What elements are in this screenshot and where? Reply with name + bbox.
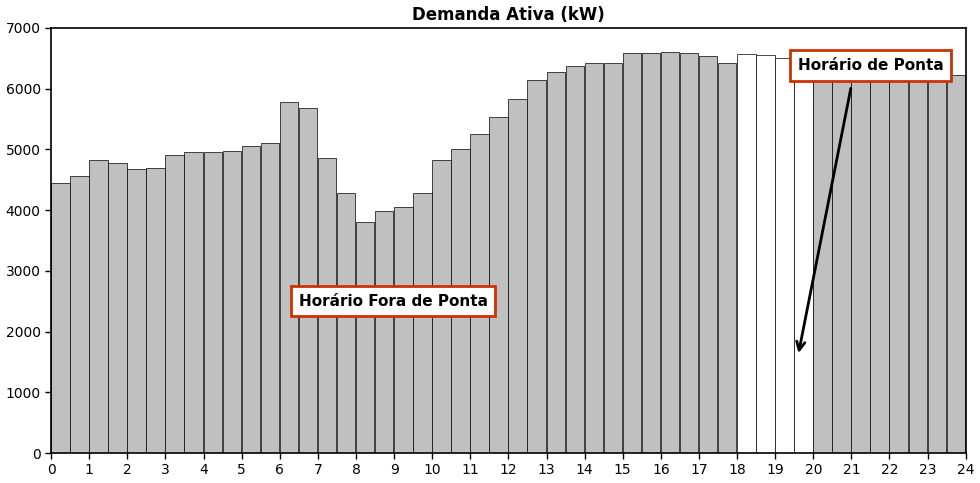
Bar [375,211,394,453]
Bar [794,66,812,453]
Bar [394,207,413,453]
Bar [51,183,70,453]
Bar [757,55,774,453]
Bar [166,156,184,453]
Bar [718,62,737,453]
Bar [947,75,965,453]
Bar [432,160,451,453]
Bar [242,146,260,453]
Bar [527,80,546,453]
Bar [451,149,469,453]
Bar [642,53,661,453]
Bar [127,169,146,453]
Bar [414,193,431,453]
Bar [222,151,241,453]
Text: Horário de Ponta: Horário de Ponta [798,58,944,73]
Bar [489,117,508,453]
Bar [928,75,946,453]
Bar [870,55,889,453]
Bar [71,176,88,453]
Bar [146,168,165,453]
Bar [470,134,489,453]
Bar [699,56,717,453]
Bar [852,52,870,453]
Bar [813,52,832,453]
Title: Demanda Ativa (kW): Demanda Ativa (kW) [412,6,605,24]
Text: Horário Fora de Ponta: Horário Fora de Ponta [299,294,488,309]
Bar [184,153,203,453]
Bar [299,108,318,453]
Bar [661,52,679,453]
Bar [261,143,279,453]
Bar [509,99,527,453]
Bar [565,66,584,453]
Bar [356,222,374,453]
Bar [204,153,222,453]
Bar [279,102,298,453]
Bar [908,53,927,453]
Bar [832,51,851,453]
Bar [622,54,641,453]
Bar [680,53,699,453]
Bar [737,54,756,453]
Bar [890,54,907,453]
Bar [585,63,603,453]
Bar [604,62,622,453]
Bar [775,58,794,453]
Bar [89,160,108,453]
Bar [108,163,126,453]
Bar [318,158,336,453]
Bar [547,71,565,453]
Bar [337,193,356,453]
